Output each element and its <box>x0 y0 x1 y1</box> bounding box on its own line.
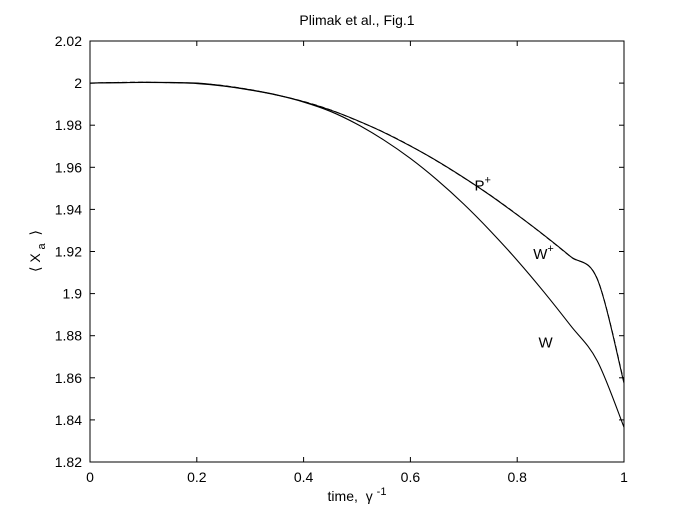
y-axis-ticks: 1.82 1.84 1.86 1.88 1.9 1.92 1.94 1.96 1.98 2 2.02 <box>55 33 624 470</box>
y-axis-title: ⟨ X a ⟩ <box>27 230 48 272</box>
x-axis-title-text: time, <box>328 488 358 504</box>
x-axis-title-symbol: γ <box>366 488 373 504</box>
y-tick-label: 1.96 <box>55 159 82 175</box>
x-tick-label: 0.4 <box>294 469 314 485</box>
annotation-layer: P+ W+ W <box>474 174 553 351</box>
x-axis-title-superscript: -1 <box>377 486 387 498</box>
curve-label-w-plus: W+ <box>533 243 554 263</box>
y-tick-label: 1.88 <box>55 328 82 344</box>
curve-label-p-plus: P+ <box>474 174 490 194</box>
curve-label-w: W <box>539 334 554 351</box>
y-axis-title-right: ⟩ <box>27 230 43 235</box>
x-axis-title: time, γ -1 <box>328 486 387 504</box>
y-tick-label: 1.86 <box>55 370 82 386</box>
y-axis-title-left: ⟨ X <box>27 253 43 272</box>
y-tick-label: 2 <box>74 75 82 91</box>
series-line-w <box>89 81 625 428</box>
y-tick-label: 1.92 <box>55 244 82 260</box>
x-tick-label: 0.2 <box>187 469 207 485</box>
x-axis-ticks: 0 0.2 0.4 0.6 0.8 1 <box>86 41 628 485</box>
x-tick-label: 0.8 <box>507 469 527 485</box>
x-tick-label: 0.6 <box>401 469 421 485</box>
x-tick-label: 1 <box>620 469 628 485</box>
chart-title: Plimak et al., Fig.1 <box>299 12 414 28</box>
y-tick-label: 1.9 <box>63 286 83 302</box>
y-axis-title-subscript: a <box>36 242 48 249</box>
y-tick-label: 2.02 <box>55 33 82 49</box>
y-tick-label: 1.82 <box>55 454 82 470</box>
x-tick-label: 0 <box>86 469 94 485</box>
series-layer <box>89 81 625 428</box>
y-tick-label: 1.94 <box>55 201 82 217</box>
y-tick-label: 1.98 <box>55 117 82 133</box>
y-tick-label: 1.84 <box>55 412 82 428</box>
